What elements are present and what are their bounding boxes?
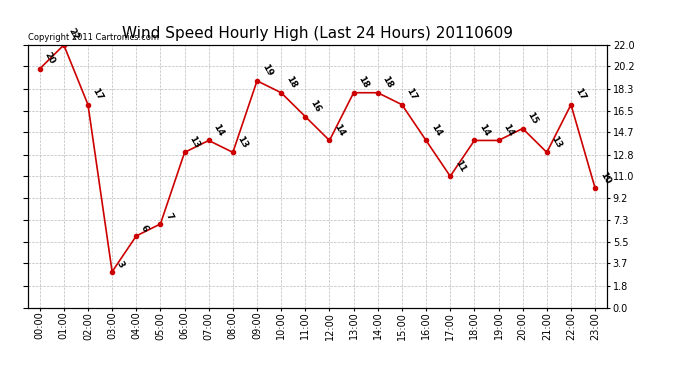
Text: 18: 18 xyxy=(381,75,395,90)
Text: 18: 18 xyxy=(284,75,298,90)
Text: 22: 22 xyxy=(67,27,81,42)
Text: 14: 14 xyxy=(429,122,443,138)
Text: 14: 14 xyxy=(502,122,515,138)
Title: Wind Speed Hourly High (Last 24 Hours) 20110609: Wind Speed Hourly High (Last 24 Hours) 2… xyxy=(122,26,513,41)
Text: 7: 7 xyxy=(164,211,174,221)
Text: 6: 6 xyxy=(139,223,150,233)
Text: 13: 13 xyxy=(188,134,201,150)
Text: 19: 19 xyxy=(260,63,274,78)
Text: 13: 13 xyxy=(236,134,250,150)
Text: 17: 17 xyxy=(574,87,588,102)
Text: 14: 14 xyxy=(477,122,491,138)
Text: 15: 15 xyxy=(526,110,540,126)
Text: 16: 16 xyxy=(308,99,322,114)
Text: 10: 10 xyxy=(598,170,612,185)
Text: 14: 14 xyxy=(333,122,346,138)
Text: 3: 3 xyxy=(115,259,126,269)
Text: Copyright 2011 Cartronics.com: Copyright 2011 Cartronics.com xyxy=(28,33,159,42)
Text: 11: 11 xyxy=(453,158,467,174)
Text: 17: 17 xyxy=(91,87,105,102)
Text: 18: 18 xyxy=(357,75,371,90)
Text: 20: 20 xyxy=(43,51,57,66)
Text: 14: 14 xyxy=(212,122,226,138)
Text: 13: 13 xyxy=(550,134,564,150)
Text: 17: 17 xyxy=(405,87,419,102)
